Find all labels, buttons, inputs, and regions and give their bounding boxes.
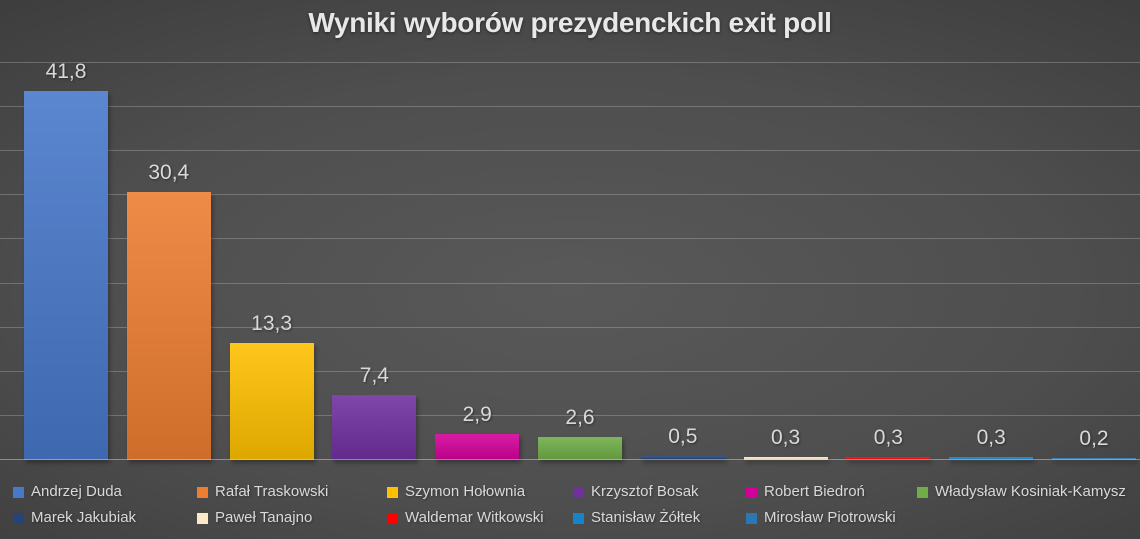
bar-slot-1: 30,4: [126, 63, 211, 460]
gridline: [0, 414, 1140, 416]
bar-value-label: 30,4: [148, 160, 190, 184]
bar-slot-4: 2,9: [435, 63, 520, 460]
legend-item: Szymon Hołownia: [387, 484, 525, 500]
legend-label: Waldemar Witkowski: [405, 509, 544, 526]
bar-slot-6: 0,5: [640, 63, 725, 460]
bar: [1052, 458, 1136, 460]
legend-label: Stanisław Żółtek: [591, 509, 701, 526]
bar-slot-9: 0,3: [949, 63, 1034, 460]
bar-value-label: 0,2: [1079, 427, 1109, 451]
legend-label: Rafał Traskowski: [215, 483, 329, 500]
gridline: [0, 194, 1140, 196]
legend-label: Szymon Hołownia: [405, 483, 526, 500]
gridline: [0, 106, 1140, 108]
legend-swatch: [13, 512, 24, 524]
legend-item: Waldemar Witkowski: [387, 510, 544, 526]
legend-label: Andrzej Duda: [31, 483, 122, 500]
bar: [332, 394, 417, 460]
bar-value-label: 13,3: [251, 311, 293, 335]
bar: [538, 437, 622, 460]
legend-label: Krzysztof Bosak: [591, 483, 699, 500]
legend-item: Marek Jakubiak: [13, 510, 136, 526]
bar-slot-2: 13,3: [229, 63, 314, 460]
bar-value-label: 0,3: [976, 426, 1006, 450]
legend-item: Władysław Kosiniak-Kamysz: [917, 484, 1126, 500]
gridline: [0, 62, 1140, 63]
plot-area: 41,8 30,4 13,3 7,4 2,9 2,6 0,5 0,3 0,3 0,3 0,2: [0, 60, 1140, 460]
bar: [743, 457, 828, 460]
bar-slot-10: 0,2: [1052, 63, 1136, 460]
bar-value-label: 7,4: [359, 363, 389, 387]
legend-label: Paweł Tanajno: [215, 509, 313, 526]
bar: [949, 457, 1034, 460]
legend-swatch: [746, 486, 757, 498]
bar-slot-7: 0,3: [743, 63, 828, 460]
bar-value-label: 2,9: [462, 403, 492, 427]
legend-swatch: [387, 512, 398, 524]
legend-swatch: [197, 512, 208, 524]
legend-swatch: [917, 486, 928, 498]
bar: [640, 455, 725, 460]
bar: [846, 457, 931, 460]
legend-item: Paweł Tanajno: [197, 510, 312, 526]
legend-label: Władysław Kosiniak-Kamysz: [935, 483, 1126, 500]
gridline: [0, 238, 1140, 240]
bar-value-label: 0,5: [668, 424, 698, 448]
bar: [24, 91, 108, 460]
legend-item: Mirosław Piotrowski: [746, 510, 896, 526]
bar: [435, 434, 520, 460]
bar-value-label: 2,6: [565, 406, 595, 430]
legend-swatch: [746, 512, 757, 524]
bar-value-label: 0,3: [873, 426, 903, 450]
bar-value-label: 0,3: [770, 426, 801, 450]
bar-value-label: 41,8: [45, 60, 87, 84]
legend-swatch: [197, 486, 208, 498]
bar-slot-5: 2,6: [538, 63, 622, 460]
bar-slot-3: 7,4: [332, 63, 417, 460]
legend-item: Rafał Traskowski: [197, 484, 328, 500]
legend-item: Krzysztof Bosak: [573, 484, 699, 500]
x-axis-line: [0, 459, 1140, 460]
legend-label: Marek Jakubiak: [31, 509, 137, 526]
bar: [126, 191, 211, 460]
legend-swatch: [573, 512, 584, 524]
legend-swatch: [573, 486, 584, 498]
legend-swatch: [387, 486, 398, 498]
bar-slot-8: 0,3: [846, 63, 931, 460]
gridline: [0, 150, 1140, 152]
gridline: [0, 370, 1140, 372]
legend-item: Robert Biedroń: [746, 484, 865, 500]
gridline: [0, 282, 1140, 284]
legend-label: Mirosław Piotrowski: [764, 509, 896, 526]
legend-label: Robert Biedroń: [764, 483, 865, 500]
legend-swatch: [13, 486, 24, 498]
gridline: [0, 326, 1140, 328]
bar-slot-0: 41,8: [24, 60, 108, 460]
legend-item: Stanisław Żółtek: [573, 510, 700, 526]
chart-title: Wyniki wyborów prezydenckich exit poll: [308, 7, 832, 38]
bar: [229, 342, 314, 460]
legend-item: Andrzej Duda: [13, 484, 122, 500]
